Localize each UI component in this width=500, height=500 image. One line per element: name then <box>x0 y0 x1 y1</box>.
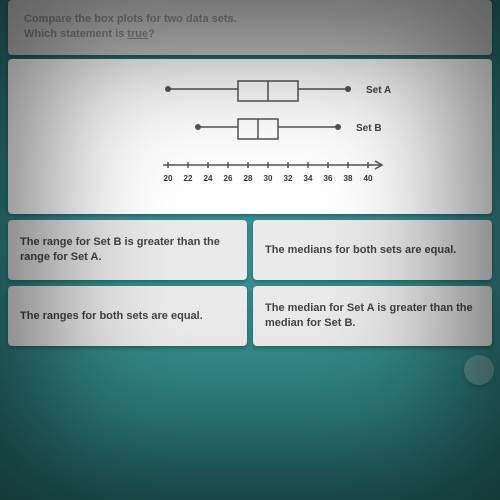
svg-text:38: 38 <box>344 174 353 183</box>
question-line2-post: ? <box>148 28 155 40</box>
question-line2-pre: Which statement is <box>24 28 127 40</box>
answers-grid: The range for Set B is greater than the … <box>8 220 492 346</box>
question-panel: Compare the box plots for two data sets.… <box>8 0 492 55</box>
boxplot-row-0: Set A <box>18 79 482 107</box>
boxplot-label: Set B <box>356 123 382 134</box>
answer-option-c[interactable]: The ranges for both sets are equal. <box>8 286 247 346</box>
svg-text:24: 24 <box>204 174 213 183</box>
answer-option-a[interactable]: The range for Set B is greater than the … <box>8 220 247 280</box>
svg-text:40: 40 <box>364 174 373 183</box>
axis-svg: 20 22 24 26 28 30 32 34 36 38 40 <box>18 157 398 187</box>
svg-text:30: 30 <box>264 174 273 183</box>
svg-text:34: 34 <box>304 174 313 183</box>
svg-text:22: 22 <box>184 174 193 183</box>
boxplot-row-1: Set B <box>18 117 482 145</box>
question-line1: Compare the box plots for two data sets. <box>24 13 237 25</box>
svg-text:26: 26 <box>224 174 233 183</box>
svg-text:32: 32 <box>284 174 293 183</box>
question-line2-word: true <box>127 28 148 40</box>
answer-option-b[interactable]: The medians for both sets are equal. <box>253 220 492 280</box>
svg-text:28: 28 <box>244 174 253 183</box>
boxplot-svg <box>18 79 388 103</box>
boxplot-area: Set A Set B 20 22 24 26 28 30 32 34 36 38 40 <box>18 79 482 199</box>
boxplot-svg <box>18 117 388 141</box>
chart-panel: Set A Set B 20 22 24 26 28 30 32 34 36 38 40 <box>8 59 492 214</box>
question-text: Compare the box plots for two data sets.… <box>24 12 476 43</box>
hint-button[interactable] <box>464 355 494 385</box>
answer-option-d[interactable]: The median for Set A is greater than the… <box>253 286 492 346</box>
app-screen: Compare the box plots for two data sets.… <box>0 0 500 500</box>
boxplot-label: Set A <box>366 85 391 96</box>
svg-text:20: 20 <box>164 174 173 183</box>
svg-text:36: 36 <box>324 174 333 183</box>
